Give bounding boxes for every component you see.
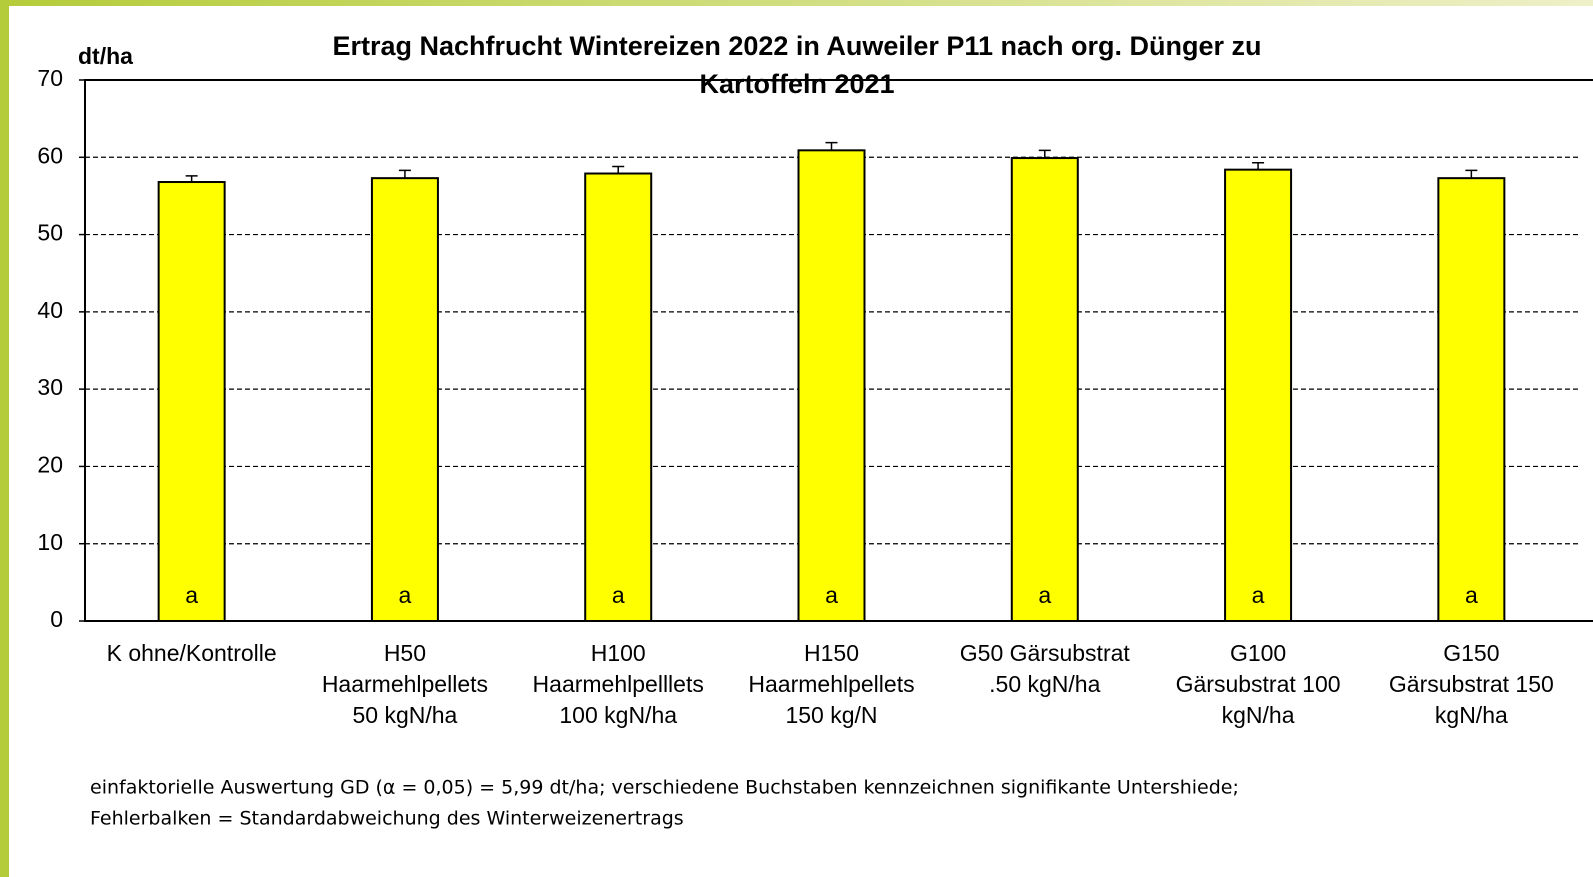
bar [370,177,439,622]
y-axis-label: dt/ha [78,43,133,69]
y-tick-label: 10 [37,529,63,555]
y-tick-label: 50 [37,220,63,246]
error-bar [398,169,411,179]
x-tick-label: Haarmehlpellets [748,671,914,697]
x-tick-label: kgN/ha [1222,702,1295,728]
x-tick-label: H100 [591,640,646,666]
significance-letter: a [399,582,412,608]
bar [1437,177,1506,622]
x-tick-label: G150 [1443,640,1499,666]
bar [584,172,653,622]
error-bar [1252,161,1265,170]
significance-letter: a [612,582,625,608]
x-tick-label: .50 kgN/ha [989,671,1100,697]
significance-letter: a [825,582,838,608]
error-bar [612,165,625,174]
x-tick-label: Haarmehlpelllets [533,671,704,697]
left-stripe [0,0,9,877]
significance-letter: a [185,582,198,608]
x-tick-label: kgN/ha [1435,702,1508,728]
bar [1224,168,1293,622]
y-tick-label: 70 [37,65,63,91]
y-tick-label: 0 [50,606,63,632]
footnote: Fehlerbalken = Standardabweichung des Wi… [90,808,684,830]
x-tick-label: 100 kgN/ha [559,702,677,728]
significance-letter: a [1252,582,1265,608]
error-bar [1038,149,1051,159]
footnote: einfaktorielle Auswertung GD (α = 0,05) … [90,777,1239,799]
bar [157,181,226,622]
x-tick-label: G100 [1230,640,1286,666]
y-tick-label: 20 [37,452,63,478]
bar [1010,157,1079,623]
x-tick-label: Gärsubstrat 150 [1389,671,1554,697]
x-tick-label: 50 kgN/ha [352,702,457,728]
y-tick-label: 60 [37,142,63,168]
x-tick-label: Gärsubstrat 100 [1176,671,1341,697]
bar [797,149,866,623]
chart-title: Ertrag Nachfrucht Wintereizen 2022 in Au… [333,31,1262,61]
significance-letter: a [1038,582,1051,608]
error-bar [1465,169,1478,179]
x-tick-label: K ohne/Kontrolle [107,640,277,666]
x-tick-label: Haarmehlpellets [322,671,488,697]
y-tick-label: 40 [37,297,63,323]
x-tick-label: G50 Gärsubstrat [960,640,1131,666]
error-bar [185,175,198,183]
x-tick-label: H50 [384,640,426,666]
top-stripe [0,0,1593,6]
x-tick-label: H150 [804,640,859,666]
significance-letter: a [1465,582,1478,608]
x-tick-label: 150 kg/N [785,702,877,728]
chart-title: Kartoffeln 2021 [699,69,894,99]
error-bar [825,141,838,151]
y-tick-label: 30 [37,374,63,400]
